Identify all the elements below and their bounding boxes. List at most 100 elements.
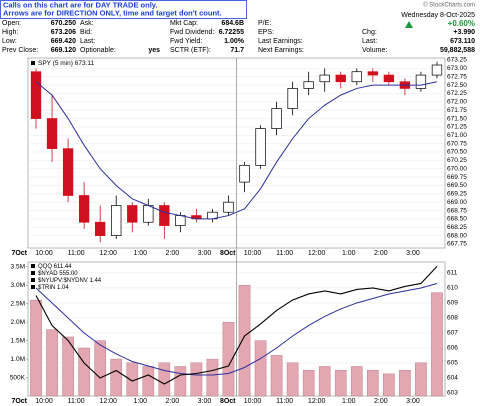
y-tick-label: 671.00: [447, 132, 467, 139]
candle-body: [367, 71, 378, 76]
y-tick-label: 669.25: [447, 191, 467, 198]
quote-label: Open:: [2, 20, 21, 27]
price-line: [35, 265, 438, 385]
x-tick-label: 10:00: [35, 398, 53, 405]
y-tick-label: 608: [447, 315, 458, 322]
quote-value: yes: [148, 47, 160, 54]
candle-body: [255, 128, 266, 166]
candle-body: [223, 201, 234, 213]
x-tick-label: 10:00: [244, 250, 262, 257]
y2-tick-label: 3.5M: [11, 264, 25, 271]
quote-label: Last Earnings:: [258, 38, 303, 45]
candle-body: [143, 205, 154, 223]
note-line: Calls on this chart are for DAY TRADE on…: [3, 0, 157, 9]
volume-bar: [142, 366, 155, 397]
y2-tick-label: 2.5M: [11, 300, 25, 307]
candle-body: [383, 74, 395, 83]
candle-body: [351, 71, 362, 83]
volume-bar: [367, 369, 379, 397]
x-tick-label: 11:00: [68, 398, 85, 405]
y2-tick-label: 3.0M: [11, 282, 25, 289]
y-tick-label: 672.75: [447, 73, 467, 80]
quote-label: Fwd Dividend:: [170, 29, 214, 36]
quote-value: 673.110: [450, 38, 475, 45]
volume-bar: [318, 366, 331, 397]
candle-body: [127, 205, 138, 223]
volume-bar: [286, 362, 299, 397]
moving-average: [35, 282, 438, 376]
quote-label: Low:: [2, 38, 17, 45]
volume-bar: [270, 355, 283, 397]
x-tick-label: 1:00: [342, 250, 356, 257]
quote-label: Prev Close:: [2, 47, 38, 54]
y-tick-label: 667.75: [447, 241, 467, 248]
candle-body: [95, 221, 106, 236]
y-tick-label: 606: [447, 345, 458, 352]
quote-value: 684.6B: [221, 20, 244, 27]
volume-bar: [46, 329, 58, 397]
y-tick-label: 611: [447, 270, 458, 277]
quote-label: Last:: [362, 38, 377, 45]
quote-value: 6.72255: [219, 29, 244, 36]
legend-swatch: [31, 264, 35, 268]
y-tick-label: 668.75: [447, 207, 467, 214]
volume-bar: [30, 299, 42, 397]
quote-label: Volume:: [362, 47, 387, 54]
candle-body: [335, 74, 346, 83]
x-tick-label: 10:00: [244, 398, 262, 405]
note-line: Arrows are for DIRECTION ONLY, time and …: [3, 8, 222, 17]
candle-body: [415, 74, 427, 89]
y-tick-label: 670.25: [447, 157, 467, 164]
note-box: [0, 0, 247, 19]
legend-text: SPY (5 min) 673.11: [38, 60, 95, 67]
quote-value: 669.120: [51, 47, 76, 54]
legend-text: $TRIN 1.04: [38, 285, 69, 291]
quote-value: 673.206: [51, 29, 76, 36]
volume-bar: [94, 340, 106, 397]
quote-label: Chg:: [362, 29, 377, 36]
x-tick-label: 3:00: [198, 250, 212, 257]
x-tick-label: 11:00: [276, 398, 293, 405]
y-tick-label: 672.25: [447, 90, 467, 97]
legend-text: QQQ 611.44: [38, 264, 72, 270]
volume-bar: [383, 373, 395, 397]
quote-label: Last:: [80, 38, 95, 45]
x-tick-label: 12:00: [99, 250, 117, 257]
legend-swatch: [31, 271, 35, 275]
y-tick-label: 670.50: [447, 149, 467, 156]
legend-text: $NYAD 555.00: [38, 271, 78, 277]
up-arrow: [405, 21, 413, 28]
x-tick-label: 2:00: [166, 250, 180, 257]
candle-body: [175, 215, 186, 226]
x-tick-label: 1:00: [133, 250, 147, 257]
x-tick-label: 3:00: [406, 398, 420, 405]
candle-body: [239, 165, 250, 183]
candle-body: [30, 71, 42, 119]
volume-bar: [110, 358, 123, 397]
volume-bar: [190, 362, 203, 397]
volume-bar: [431, 292, 443, 397]
quote-value: +3.990: [453, 29, 475, 36]
candle-body: [319, 74, 330, 83]
y2-tick-label: 2.0M: [11, 319, 25, 326]
volume-bar: [78, 347, 90, 397]
x-tick-label: 12:00: [308, 398, 326, 405]
quote-label: P/E:: [258, 20, 271, 27]
legend-swatch: [31, 61, 35, 65]
y2-tick-label: 1.5M: [11, 337, 25, 344]
x-tick-label: 1:00: [133, 398, 147, 405]
y-tick-label: 668.25: [447, 224, 467, 231]
y-tick-label: 672.00: [447, 99, 467, 106]
volume-bar: [302, 369, 315, 397]
volume-bar: [350, 366, 363, 397]
quote-label: High:: [2, 29, 18, 36]
volume-bar: [174, 366, 187, 397]
x-tick-label: 8Oct: [220, 398, 236, 405]
volume-bar: [62, 336, 74, 397]
y-tick-label: 607: [447, 330, 458, 337]
quote-value: 71.7: [230, 47, 244, 54]
y-tick-label: 670.00: [447, 165, 467, 172]
volume-bar: [206, 358, 219, 397]
candle-body: [62, 148, 74, 196]
